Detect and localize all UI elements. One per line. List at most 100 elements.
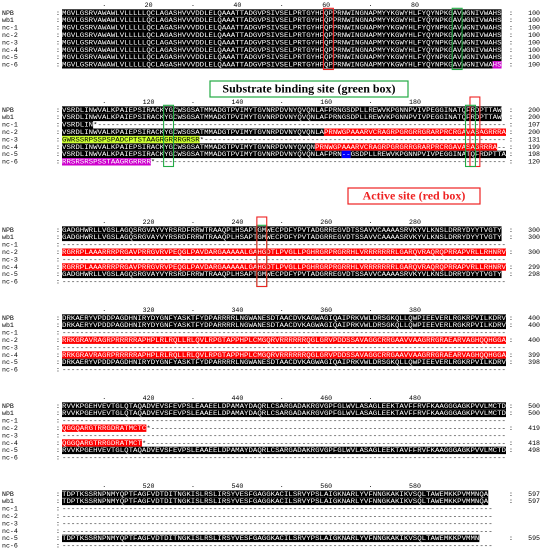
- end-position: 400: [528, 337, 540, 344]
- end-position: 400: [528, 315, 540, 322]
- end-position: 200: [528, 129, 540, 136]
- separator: :: [56, 425, 60, 432]
- ruler-number: 40: [233, 2, 241, 9]
- residue-highlight: [62, 321, 506, 330]
- end-position: 398: [528, 359, 540, 366]
- end-position: 100: [528, 39, 540, 46]
- sequence-segment: ----------------------------------------…: [62, 256, 506, 263]
- row-name: nc-5: [2, 151, 18, 158]
- row-name: nc-1: [2, 122, 18, 129]
- row-name: wb1: [2, 114, 14, 121]
- end-position: 300: [528, 227, 540, 234]
- separator: :: [56, 279, 60, 286]
- separator: :: [509, 498, 513, 505]
- separator: :: [56, 543, 60, 550]
- end-position: 500: [528, 410, 540, 417]
- row-name: NPB: [2, 107, 14, 114]
- sequence-segment: RVVKPGEHVEVTGLQTAQADVEVSFEVPSLEAAEELDPAM…: [62, 447, 506, 454]
- row-name: nc-2: [2, 337, 18, 344]
- ruler-number: 20: [145, 2, 153, 9]
- residue-highlight: [62, 402, 506, 410]
- separator: :: [509, 62, 513, 69]
- row-name: nc-3: [2, 39, 18, 46]
- sequence-segment: RVVKPGEHVEVTGLQTAQADVEVSFEVPSLEAAEELDPAM…: [62, 410, 506, 417]
- residue-highlight: [62, 113, 502, 122]
- residue-highlight: [62, 233, 502, 242]
- end-position: 100: [528, 47, 540, 54]
- ruler-mark: .: [369, 482, 373, 489]
- sequence-segment: QGGQARGTRRGDRATMCTC: [62, 425, 146, 432]
- separator: :: [56, 39, 60, 46]
- residue-highlight: [62, 270, 502, 279]
- row-name: nc-5: [2, 359, 18, 366]
- separator: :: [56, 352, 60, 359]
- sequence-segment: --: [497, 144, 506, 151]
- row-name: nc-3: [2, 520, 18, 527]
- active-label-box: [347, 187, 481, 205]
- feature-box: [322, 7, 334, 71]
- row-name: wb1: [2, 234, 14, 241]
- row-name: NPB: [2, 315, 14, 322]
- feature-box: [256, 216, 268, 288]
- residue-highlight: [62, 121, 94, 129]
- row-name: nc-6: [2, 367, 18, 374]
- separator: :: [509, 337, 513, 344]
- ruler-number: 460: [320, 395, 332, 402]
- row-name: NPB: [2, 403, 14, 410]
- ruler-mark: .: [191, 482, 195, 489]
- sequence-segment: ----------------------------------------…: [62, 543, 493, 550]
- row-name: nc-2: [2, 513, 18, 520]
- end-position: 298: [528, 271, 540, 278]
- separator: :: [56, 403, 60, 410]
- separator: :: [509, 535, 513, 542]
- sequence-segment: MGVLGSRVAWAWLVLLLLLQCLAGASHVVVDDLELQAAAT…: [62, 10, 502, 17]
- sequence-segment: PRNWGPAAARVCRAGRPGRGRRGRARPRCRGAVASAGRRR…: [324, 129, 506, 136]
- row-name: nc-1: [2, 242, 18, 249]
- sequence-segment: VSRDLINWVALKPAIEPSIRACKYGCWSGSATMMADGTPV…: [62, 144, 315, 151]
- sequence-segment: GADGHWRLLVGSLAGQSRGVAYVYRSRDFRRWTRAAQPLH…: [62, 234, 502, 241]
- sequence-segment: DRKAERYVPDDPAGDHNIRYDYGNFYASKTFYDPARRRRL…: [62, 359, 506, 366]
- end-position: 419: [528, 425, 540, 432]
- sequence-segment: VSRDLINWVALKPAIEPSIRACKYGCWSGSATMMADGTPV…: [62, 107, 502, 114]
- residue-highlight: [62, 351, 506, 359]
- sequence-segment: ----------------------------------------…: [62, 513, 493, 520]
- residue-highlight: [492, 61, 502, 69]
- row-name: nc-2: [2, 425, 18, 432]
- separator: :: [56, 528, 60, 535]
- ruler-mark: .: [102, 394, 106, 401]
- residue-highlight: [62, 263, 506, 271]
- ruler-mark: .: [102, 306, 106, 313]
- separator: :: [56, 315, 60, 322]
- separator: :: [509, 39, 513, 46]
- residue-highlight: [62, 9, 502, 17]
- sequence-segment: ----------------------------------------…: [62, 367, 506, 374]
- separator: :: [509, 447, 513, 454]
- separator: :: [509, 17, 513, 24]
- sequence-segment: ----------------------------------------…: [62, 279, 506, 286]
- ruler-mark: .: [369, 98, 373, 105]
- end-position: 498: [528, 447, 540, 454]
- separator: :: [509, 403, 513, 410]
- residue-highlight: [62, 31, 502, 39]
- row-name: wb1: [2, 498, 14, 505]
- ruler-number: 340: [231, 307, 243, 314]
- residue-highlight: [62, 128, 324, 136]
- separator: :: [509, 410, 513, 417]
- residue-highlight: [62, 150, 342, 159]
- residue-highlight: [62, 61, 493, 69]
- separator: :: [509, 315, 513, 322]
- sequence-segment: RRSRSRSPSSTAAGRGRRRR: [62, 159, 151, 166]
- row-name: nc-1: [2, 330, 18, 337]
- separator: :: [56, 256, 60, 263]
- residue-highlight: [62, 409, 506, 418]
- end-position: 120: [528, 159, 540, 166]
- substrate-label: Substrate binding site (green box): [222, 81, 395, 95]
- residue-highlight: [62, 38, 502, 47]
- ruler-number: 480: [409, 395, 421, 402]
- row-name: nc-5: [2, 447, 18, 454]
- ruler-number: 80: [411, 2, 419, 9]
- ruler-mark: .: [369, 218, 373, 225]
- row-name: nc-6: [2, 279, 18, 286]
- separator: :: [56, 498, 60, 505]
- separator: :: [56, 25, 60, 32]
